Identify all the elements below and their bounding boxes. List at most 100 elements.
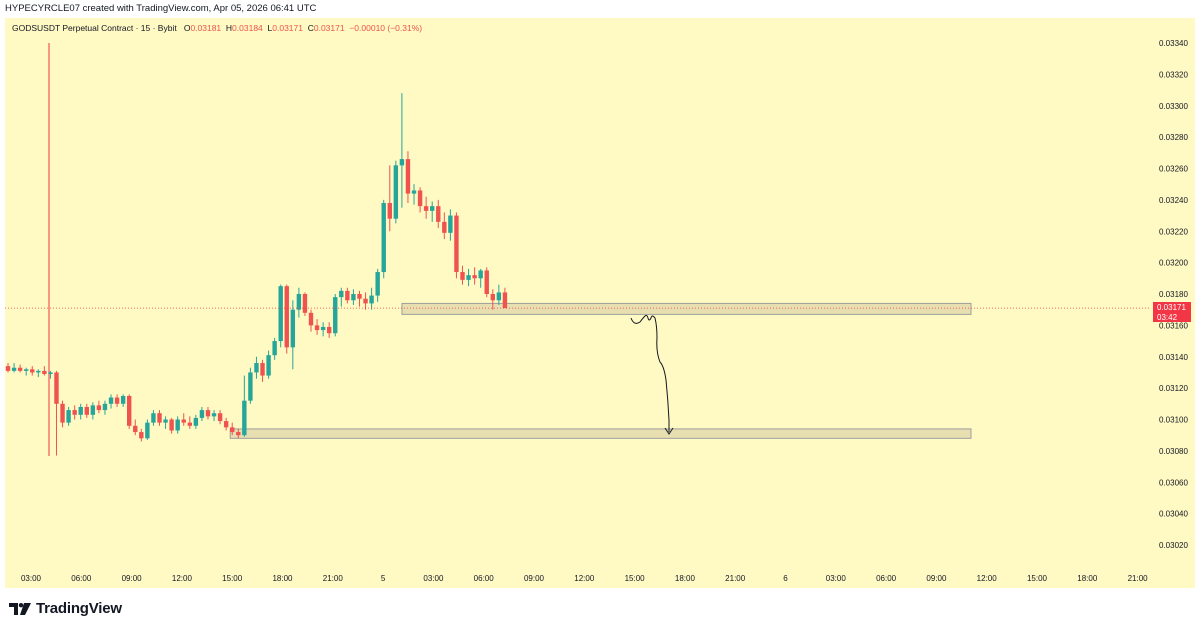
candle — [157, 410, 162, 426]
candle-body — [42, 370, 47, 375]
legend-change: −0.00010 (−0.31%) — [349, 23, 423, 33]
candle-body — [448, 215, 453, 233]
candle — [417, 187, 423, 213]
x-tick-label: 03:00 — [21, 574, 42, 583]
candle-body — [369, 295, 374, 304]
candle-body — [133, 425, 138, 433]
candle-body — [436, 206, 441, 222]
candle-body — [66, 410, 71, 423]
y-tick-label: 0.03340 — [1159, 39, 1188, 48]
footer — [0, 590, 1200, 627]
candle — [248, 367, 253, 404]
candle-body — [108, 397, 114, 404]
candle — [5, 363, 11, 373]
candle — [430, 201, 435, 222]
x-tick-label: 12:00 — [172, 574, 193, 583]
candle — [42, 366, 47, 376]
x-tick-label: 18:00 — [1077, 574, 1098, 583]
candle-body — [333, 297, 338, 334]
candle-body — [211, 413, 217, 417]
candle-body — [181, 419, 186, 423]
candle-body — [60, 403, 65, 423]
candle-body — [11, 367, 17, 371]
candle — [369, 287, 374, 310]
candle-body — [102, 403, 108, 411]
x-tick-label: 21:00 — [323, 574, 344, 583]
candle — [11, 363, 17, 373]
candle-body — [260, 363, 265, 376]
candle — [127, 394, 132, 429]
x-tick-label: 06:00 — [876, 574, 897, 583]
candle — [339, 287, 344, 307]
candle — [236, 428, 241, 439]
candle — [333, 294, 338, 337]
y-tick-label: 0.03080 — [1159, 447, 1188, 456]
y-tick-label: 0.03060 — [1159, 478, 1188, 487]
y-tick-label: 0.03240 — [1159, 196, 1188, 205]
x-tick-label: 12:00 — [574, 574, 595, 583]
x-tick-label: 06:00 — [71, 574, 92, 583]
candle-body — [236, 432, 241, 436]
candle — [290, 300, 296, 370]
y-tick-label: 0.03280 — [1159, 133, 1188, 142]
x-tick-label: 18:00 — [272, 574, 293, 583]
candle-body — [460, 272, 465, 280]
candle-body — [417, 190, 423, 207]
candle — [266, 350, 271, 379]
candle — [175, 416, 180, 434]
candle — [393, 160, 399, 224]
candle — [502, 287, 508, 309]
candle — [442, 212, 447, 240]
candle-body — [290, 309, 296, 348]
candle — [102, 400, 108, 415]
candle-body — [199, 410, 205, 418]
legend-high-value: 0.03184 — [232, 23, 263, 33]
candle — [260, 359, 265, 382]
candle-body — [442, 221, 447, 233]
x-tick-label: 5 — [381, 574, 386, 583]
candle — [278, 284, 283, 348]
candle-body — [205, 410, 211, 417]
candle-body — [17, 367, 23, 371]
x-tick-label: 15:00 — [625, 574, 646, 583]
candle — [90, 402, 96, 420]
candle-body — [5, 366, 11, 371]
y-tick-label: 0.03140 — [1159, 353, 1188, 362]
candle-body — [430, 206, 435, 211]
candle-body — [314, 325, 320, 331]
candle-body — [266, 355, 271, 376]
header-bar: HYPECYRCLE07 created with TradingView.co… — [0, 0, 1200, 18]
candle-body — [466, 275, 471, 280]
legend-close-value: 0.03171 — [313, 23, 345, 33]
candle-body — [484, 270, 489, 294]
candle-body — [193, 417, 199, 426]
candle-body — [272, 341, 277, 356]
candle-body — [223, 421, 229, 428]
candle-body — [423, 206, 429, 211]
candle-body — [399, 159, 405, 166]
y-tick-label: 0.03260 — [1159, 165, 1188, 174]
candle-body — [230, 427, 235, 433]
candle — [96, 400, 102, 414]
candle — [145, 419, 150, 440]
x-tick-label: 09:00 — [926, 574, 947, 583]
candle — [484, 267, 489, 298]
candle — [199, 406, 205, 422]
header-text: HYPECYRCLE07 created with TradingView.co… — [5, 3, 317, 14]
candle-body — [54, 372, 59, 404]
y-tick-label: 0.03300 — [1159, 102, 1188, 111]
legend-high-label: H — [225, 23, 233, 33]
tradingview-logo[interactable]: TradingView — [9, 600, 122, 617]
tradingview-logo-text: TradingView — [36, 600, 122, 617]
candle — [78, 403, 83, 420]
candle-body — [248, 372, 253, 401]
x-tick-label: 09:00 — [122, 574, 143, 583]
x-tick-label: 12:00 — [977, 574, 998, 583]
candle — [454, 212, 459, 279]
candle-body — [23, 369, 29, 371]
candle — [272, 337, 277, 360]
candle-body — [30, 369, 35, 373]
y-tick-label: 0.03200 — [1159, 259, 1188, 268]
candle — [375, 268, 380, 302]
